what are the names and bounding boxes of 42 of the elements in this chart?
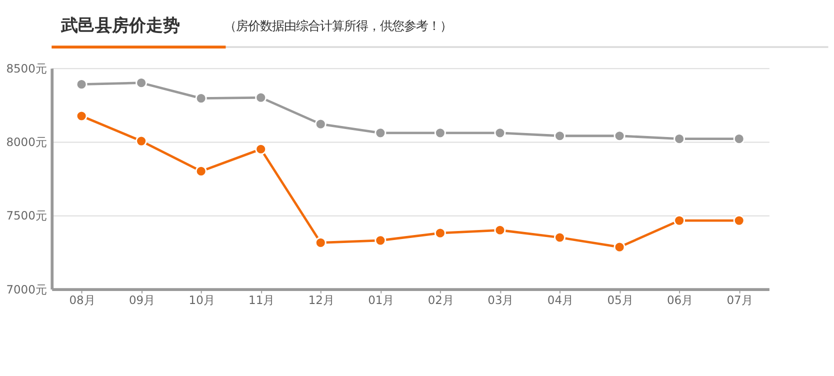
point (314, 118, 326, 130)
point (195, 165, 207, 177)
point (76, 78, 88, 90)
chart-title: 武邑县房价走势 (60, 16, 180, 36)
point (614, 130, 626, 142)
x-tick-label: 02月 (428, 292, 454, 307)
x-tick-label: 07月 (726, 292, 752, 307)
point (255, 143, 267, 155)
x-tick-label: 04月 (547, 292, 574, 307)
point (614, 241, 626, 253)
x-tick-label: 05月 (607, 292, 633, 307)
point (255, 92, 267, 104)
x-tick-label: 01月 (368, 292, 394, 307)
y-tick-label: 7500元 (6, 208, 46, 223)
point (136, 77, 148, 89)
point (494, 127, 506, 139)
point (554, 232, 566, 244)
y-tick-label: 8000元 (6, 135, 46, 150)
x-tick-label: 12月 (308, 292, 334, 307)
point (76, 110, 88, 122)
point (733, 133, 745, 145)
y-tick-label: 7000元 (6, 282, 46, 296)
point (374, 127, 386, 139)
chart-subtitle: （房价数据由综合计算所得，供您参考！） (224, 18, 452, 33)
y-tick-label: 8500元 (6, 61, 46, 76)
x-tick-label: 10月 (188, 292, 214, 307)
x-tick-label: 11月 (248, 292, 274, 307)
point (434, 127, 446, 139)
x-tick-label: 03月 (488, 292, 514, 307)
point (374, 234, 386, 246)
point (434, 227, 446, 239)
x-tick-label: 06月 (666, 292, 693, 307)
x-tick-label: 08月 (69, 292, 95, 307)
x-tick-label: 09月 (128, 292, 155, 307)
point (674, 133, 686, 145)
point (314, 236, 326, 248)
point (733, 214, 745, 226)
point (554, 130, 566, 142)
point (674, 214, 686, 226)
point (136, 135, 148, 147)
point (195, 92, 207, 104)
point (494, 224, 506, 236)
